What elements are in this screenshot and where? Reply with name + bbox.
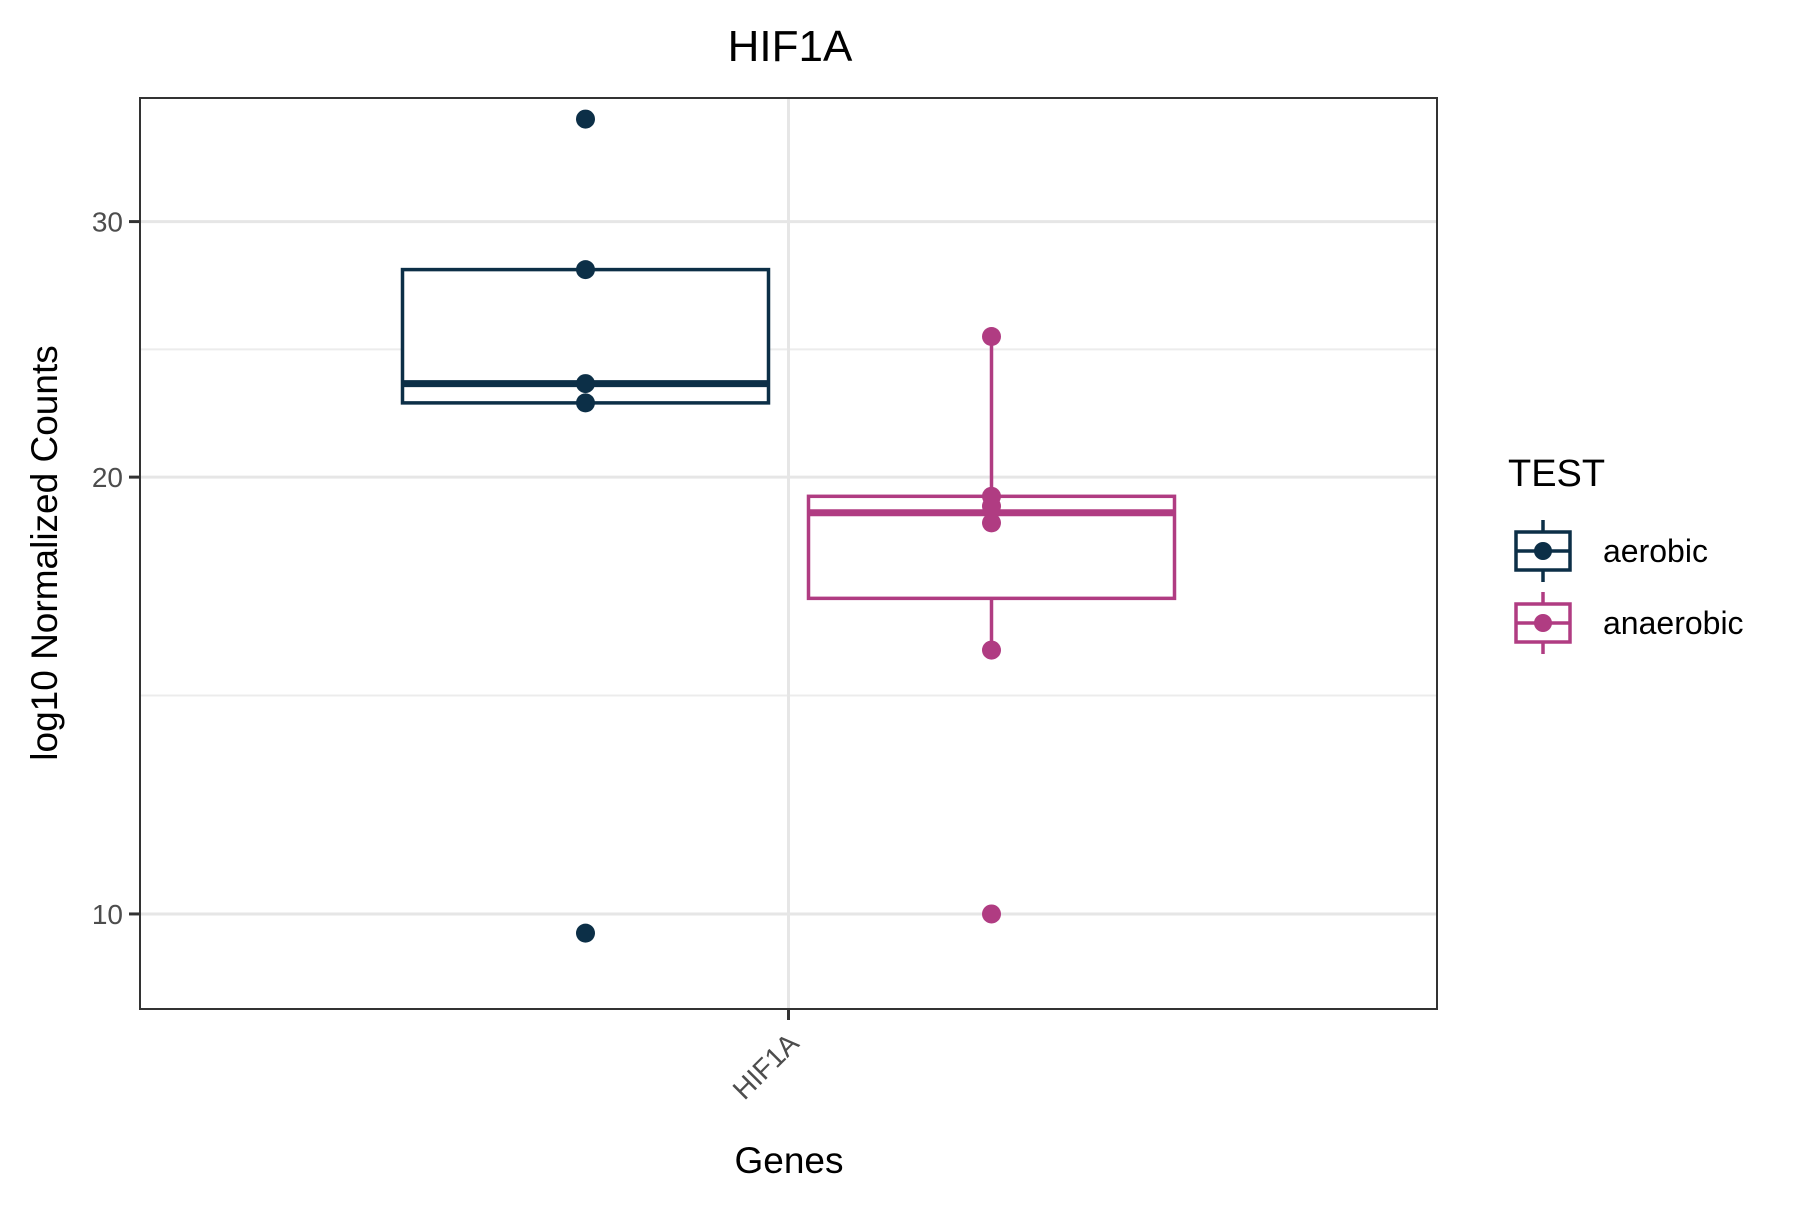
y-axis-label: log10 Normalized Counts <box>24 345 65 760</box>
legend-item-aerobic: aerobic <box>1514 520 1708 582</box>
y-tick-label: 30 <box>92 207 123 238</box>
grid <box>140 98 1437 1009</box>
y-tick-label: 20 <box>92 462 123 493</box>
x-axis: HIF1A <box>727 1009 805 1105</box>
legend-title: TEST <box>1508 453 1605 495</box>
point-anaerobic <box>982 513 1001 533</box>
y-axis: 10 20 30 <box>92 207 140 930</box>
x-tick-label: HIF1A <box>727 1027 805 1105</box>
boxes <box>400 267 1177 651</box>
point-aerobic <box>576 260 595 280</box>
point-anaerobic <box>982 496 1001 516</box>
legend-label: anaerobic <box>1603 605 1744 641</box>
legend-label: aerobic <box>1603 533 1708 569</box>
legend-item-anaerobic: anaerobic <box>1514 592 1744 654</box>
chart-title: HIF1A <box>728 22 853 71</box>
point-aerobic <box>576 374 595 394</box>
y-tick-label: 10 <box>92 899 123 930</box>
legend-key-point <box>1534 542 1552 560</box>
legend-key-point <box>1534 614 1552 632</box>
points <box>576 109 1001 943</box>
legend: TEST aerobic anaerobic <box>1508 453 1744 654</box>
point-aerobic <box>576 923 595 943</box>
point-anaerobic <box>982 904 1001 924</box>
x-axis-label: Genes <box>734 1140 843 1181</box>
point-aerobic <box>576 109 595 129</box>
point-anaerobic <box>982 640 1001 660</box>
point-aerobic <box>576 393 595 413</box>
point-anaerobic <box>982 326 1001 346</box>
